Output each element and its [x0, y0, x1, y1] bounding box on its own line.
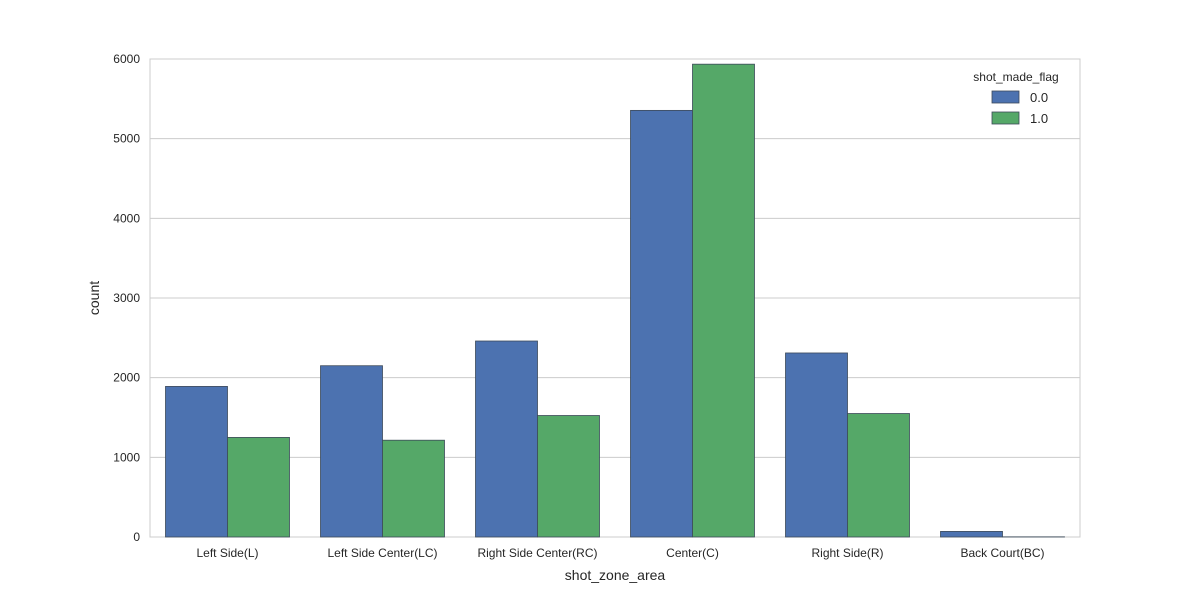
legend-label-0.0: 0.0: [1030, 90, 1048, 105]
legend: shot_made_flag 0.0 1.0: [973, 70, 1058, 126]
bar-0.0-5: [940, 531, 1003, 538]
legend-label-1.0: 1.0: [1030, 111, 1048, 126]
x-tick-label: Right Side(R): [811, 546, 883, 560]
y-tick-label: 1000: [113, 450, 140, 464]
bar-1.0-4: [847, 413, 910, 538]
x-tick-label: Center(C): [666, 546, 719, 560]
bar-1.0-0: [227, 437, 290, 538]
bar-0.0-4: [785, 352, 848, 538]
legend-title: shot_made_flag: [973, 70, 1058, 84]
bars: [165, 63, 1065, 538]
x-tick-label: Right Side Center(RC): [477, 546, 597, 560]
x-axis-title: shot_zone_area: [565, 567, 666, 583]
bar-0.0-2: [475, 340, 538, 538]
bar-0.0-0: [165, 386, 228, 538]
y-axis-ticks: 0 1000 2000 3000 4000 5000 6000: [113, 52, 140, 544]
y-tick-label: 5000: [113, 132, 140, 146]
x-tick-label: Back Court(BC): [960, 546, 1044, 560]
x-tick-label: Left Side Center(LC): [327, 546, 437, 560]
y-tick-label: 0: [133, 530, 140, 544]
bar-0.0-1: [320, 365, 383, 538]
bar-0.0-3: [630, 109, 693, 538]
y-axis-title: count: [86, 281, 102, 315]
y-tick-label: 2000: [113, 371, 140, 385]
plot-area-frame: [149, 58, 1081, 538]
legend-swatch-0.0: [991, 90, 1020, 104]
y-tick-label: 6000: [113, 52, 140, 66]
bar-1.0-2: [537, 415, 600, 538]
x-axis-ticks: Left Side(L) Left Side Center(LC) Right Si…: [196, 546, 1044, 560]
x-tick-label: Left Side(L): [196, 546, 258, 560]
legend-swatch-1.0: [991, 111, 1020, 125]
bar-1.0-3: [692, 63, 755, 538]
bar-1.0-1: [382, 439, 445, 538]
y-tick-label: 4000: [113, 211, 140, 225]
y-tick-label: 3000: [113, 291, 140, 305]
